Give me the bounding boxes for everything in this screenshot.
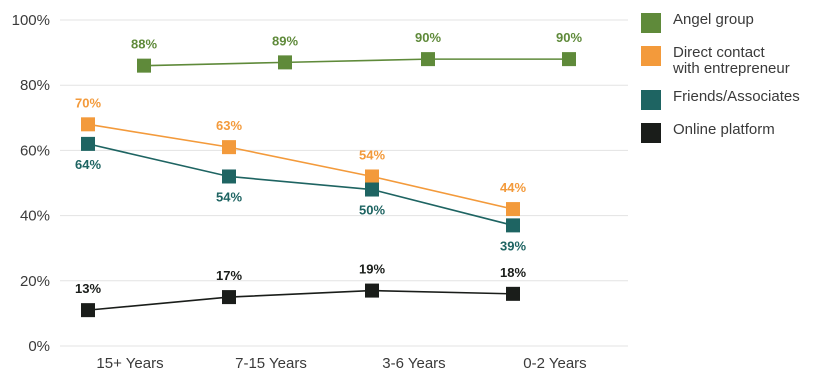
data-point bbox=[506, 286, 520, 301]
data-label: 54% bbox=[216, 189, 242, 204]
series-line bbox=[143, 58, 569, 67]
grid-lines bbox=[60, 19, 628, 347]
data-point bbox=[278, 55, 292, 70]
x-tick-label: 7-15 Years bbox=[235, 355, 307, 371]
data-label: 13% bbox=[75, 281, 101, 296]
legend-swatch bbox=[641, 90, 661, 110]
y-axis-ticks: 0% 20% 40% 60% 80% 100% bbox=[12, 12, 50, 355]
data-label: 64% bbox=[75, 157, 101, 172]
legend-item-direct-contact: Direct contact with entrepreneur bbox=[641, 45, 821, 77]
data-point bbox=[562, 52, 576, 67]
data-point bbox=[81, 117, 95, 132]
y-tick-label: 20% bbox=[20, 273, 50, 290]
data-label: 39% bbox=[500, 238, 526, 253]
data-point bbox=[506, 218, 520, 233]
data-label: 50% bbox=[359, 203, 385, 218]
legend: Angel group Direct contact with entrepre… bbox=[641, 12, 821, 155]
legend-label: Online platform bbox=[673, 121, 775, 138]
data-label: 90% bbox=[415, 30, 441, 45]
data-point bbox=[81, 303, 95, 318]
legend-label: Angel group bbox=[673, 11, 754, 28]
data-point bbox=[365, 283, 379, 298]
x-tick-label: 3-6 Years bbox=[382, 355, 445, 371]
legend-item-friends-associates: Friends/Associates bbox=[641, 89, 821, 110]
series-line bbox=[87, 123, 514, 210]
y-tick-label: 40% bbox=[20, 208, 50, 225]
data-label: 19% bbox=[359, 262, 385, 277]
data-label: 18% bbox=[500, 265, 526, 280]
data-label: 90% bbox=[556, 30, 582, 45]
series-line bbox=[87, 143, 514, 227]
data-point bbox=[137, 58, 151, 73]
series-markers bbox=[81, 52, 576, 318]
data-label: 70% bbox=[75, 95, 101, 110]
data-labels: 88% 89% 90% 90% 70% 63% 54% 44% 64% 54% 50% 39% 13% 1… bbox=[75, 30, 582, 296]
series-line bbox=[87, 289, 514, 311]
legend-swatch bbox=[641, 123, 661, 143]
y-tick-label: 80% bbox=[20, 77, 50, 94]
data-point bbox=[81, 136, 95, 151]
data-label: 89% bbox=[272, 33, 298, 48]
legend-swatch bbox=[641, 13, 661, 33]
data-point bbox=[365, 169, 379, 184]
data-point bbox=[222, 169, 236, 184]
data-label: 44% bbox=[500, 180, 526, 195]
data-label: 17% bbox=[216, 268, 242, 283]
data-label: 88% bbox=[131, 37, 157, 52]
x-tick-label: 15+ Years bbox=[96, 355, 163, 371]
legend-item-online-platform: Online platform bbox=[641, 122, 821, 143]
x-axis-ticks: 15+ Years 7-15 Years 3-6 Years 0-2 Years bbox=[96, 355, 586, 371]
data-label: 63% bbox=[216, 118, 242, 133]
series-lines bbox=[87, 58, 569, 311]
data-point bbox=[506, 202, 520, 217]
data-point bbox=[365, 182, 379, 197]
legend-label: Friends/Associates bbox=[673, 88, 800, 105]
y-tick-label: 100% bbox=[12, 12, 50, 29]
x-tick-label: 0-2 Years bbox=[523, 355, 586, 371]
y-tick-label: 60% bbox=[20, 142, 50, 159]
data-point bbox=[222, 290, 236, 305]
data-point bbox=[421, 52, 435, 67]
data-point bbox=[222, 140, 236, 155]
legend-item-angel-group: Angel group bbox=[641, 12, 821, 33]
legend-label: Direct contact with entrepreneur bbox=[673, 44, 790, 77]
legend-swatch bbox=[641, 46, 661, 66]
y-tick-label: 0% bbox=[28, 338, 50, 355]
data-label: 54% bbox=[359, 147, 385, 162]
